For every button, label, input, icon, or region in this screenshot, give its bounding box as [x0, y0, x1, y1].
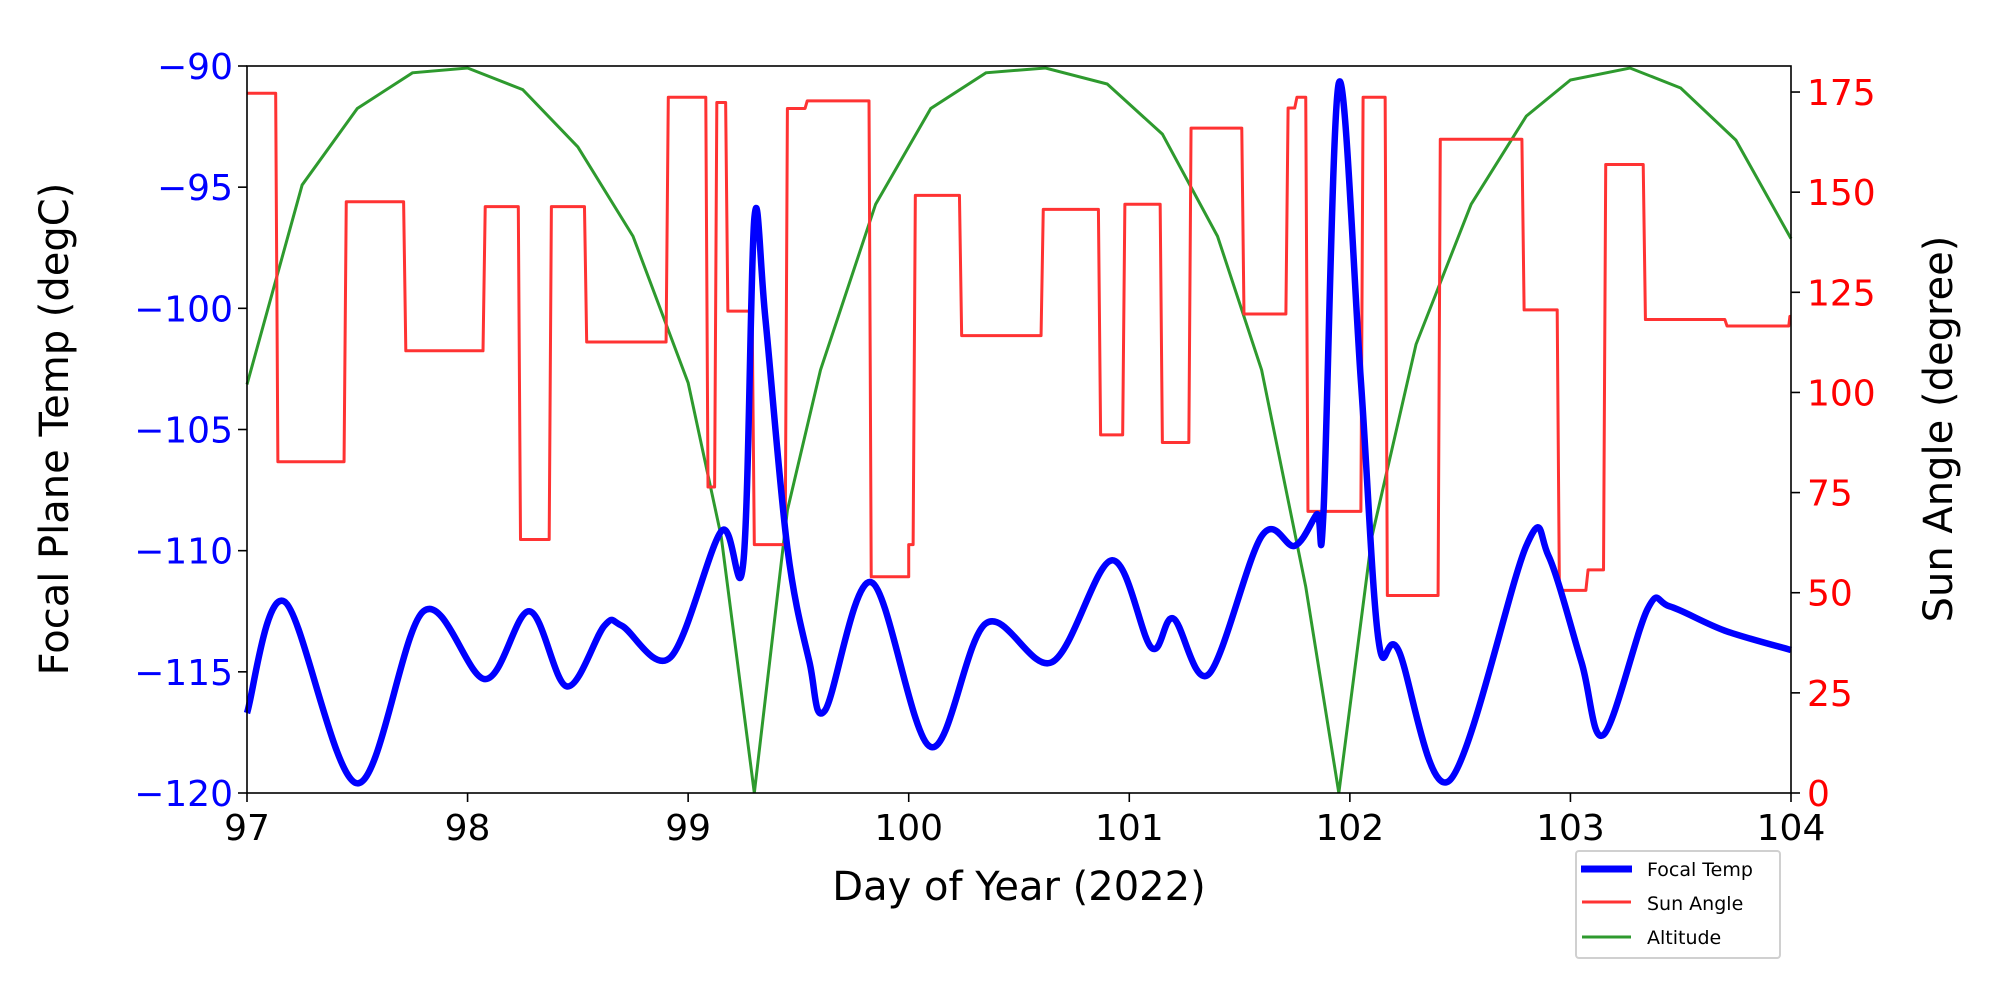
axis-ticks: 97 98 99 100 101 102 103 104 −90 −95 −100 −105 −110 −…: [134, 47, 1876, 849]
y-right-tick-label: 75: [1807, 474, 1853, 515]
y-right-tick-label: 0: [1807, 774, 1830, 815]
y-left-tick-label: −95: [157, 168, 233, 209]
x-tick-label: 100: [874, 808, 943, 849]
legend-label-sun-angle: Sun Angle: [1647, 893, 1743, 915]
plot-lines: [243, 66, 1793, 794]
focal-temp-line: [243, 78, 1792, 787]
altitude-line: [245, 66, 1793, 794]
x-tick-label: 102: [1315, 808, 1384, 849]
sun-angle-line: [247, 91, 1792, 598]
x-tick-label: 97: [224, 808, 270, 849]
y-right-tick-label: 175: [1807, 73, 1876, 114]
x-tick-label: 98: [445, 808, 491, 849]
y-left-tick-label: −110: [134, 532, 233, 573]
x-axis-label: Day of Year (2022): [832, 864, 1205, 910]
y-right-tick-label: 25: [1807, 674, 1853, 715]
y-left-tick-label: −90: [157, 47, 233, 88]
legend-label-focal-temp: Focal Temp: [1647, 859, 1753, 881]
y-left-tick-label: −120: [134, 774, 233, 815]
x-tick-label: 103: [1536, 808, 1605, 849]
x-tick-label: 101: [1095, 808, 1164, 849]
y-right-tick-label: 150: [1807, 173, 1876, 214]
y-left-tick-label: −100: [134, 289, 233, 330]
y-axis-label-left: Focal Plane Temp (degC): [32, 183, 78, 676]
legend-label-altitude: Altitude: [1647, 927, 1721, 949]
legend: Focal Temp Sun Angle Altitude: [1575, 850, 1781, 959]
y-right-tick-label: 125: [1807, 273, 1876, 314]
y-right-tick-label: 100: [1807, 373, 1876, 414]
y-right-tick-label: 50: [1807, 574, 1853, 615]
y-axis-label-right: Sun Angle (degree): [1916, 236, 1962, 623]
legend-box: [1575, 850, 1781, 959]
x-tick-label: 99: [665, 808, 711, 849]
x-tick-label: 104: [1757, 808, 1826, 849]
y-left-tick-label: −105: [134, 411, 233, 452]
y-left-tick-label: −115: [134, 653, 233, 694]
